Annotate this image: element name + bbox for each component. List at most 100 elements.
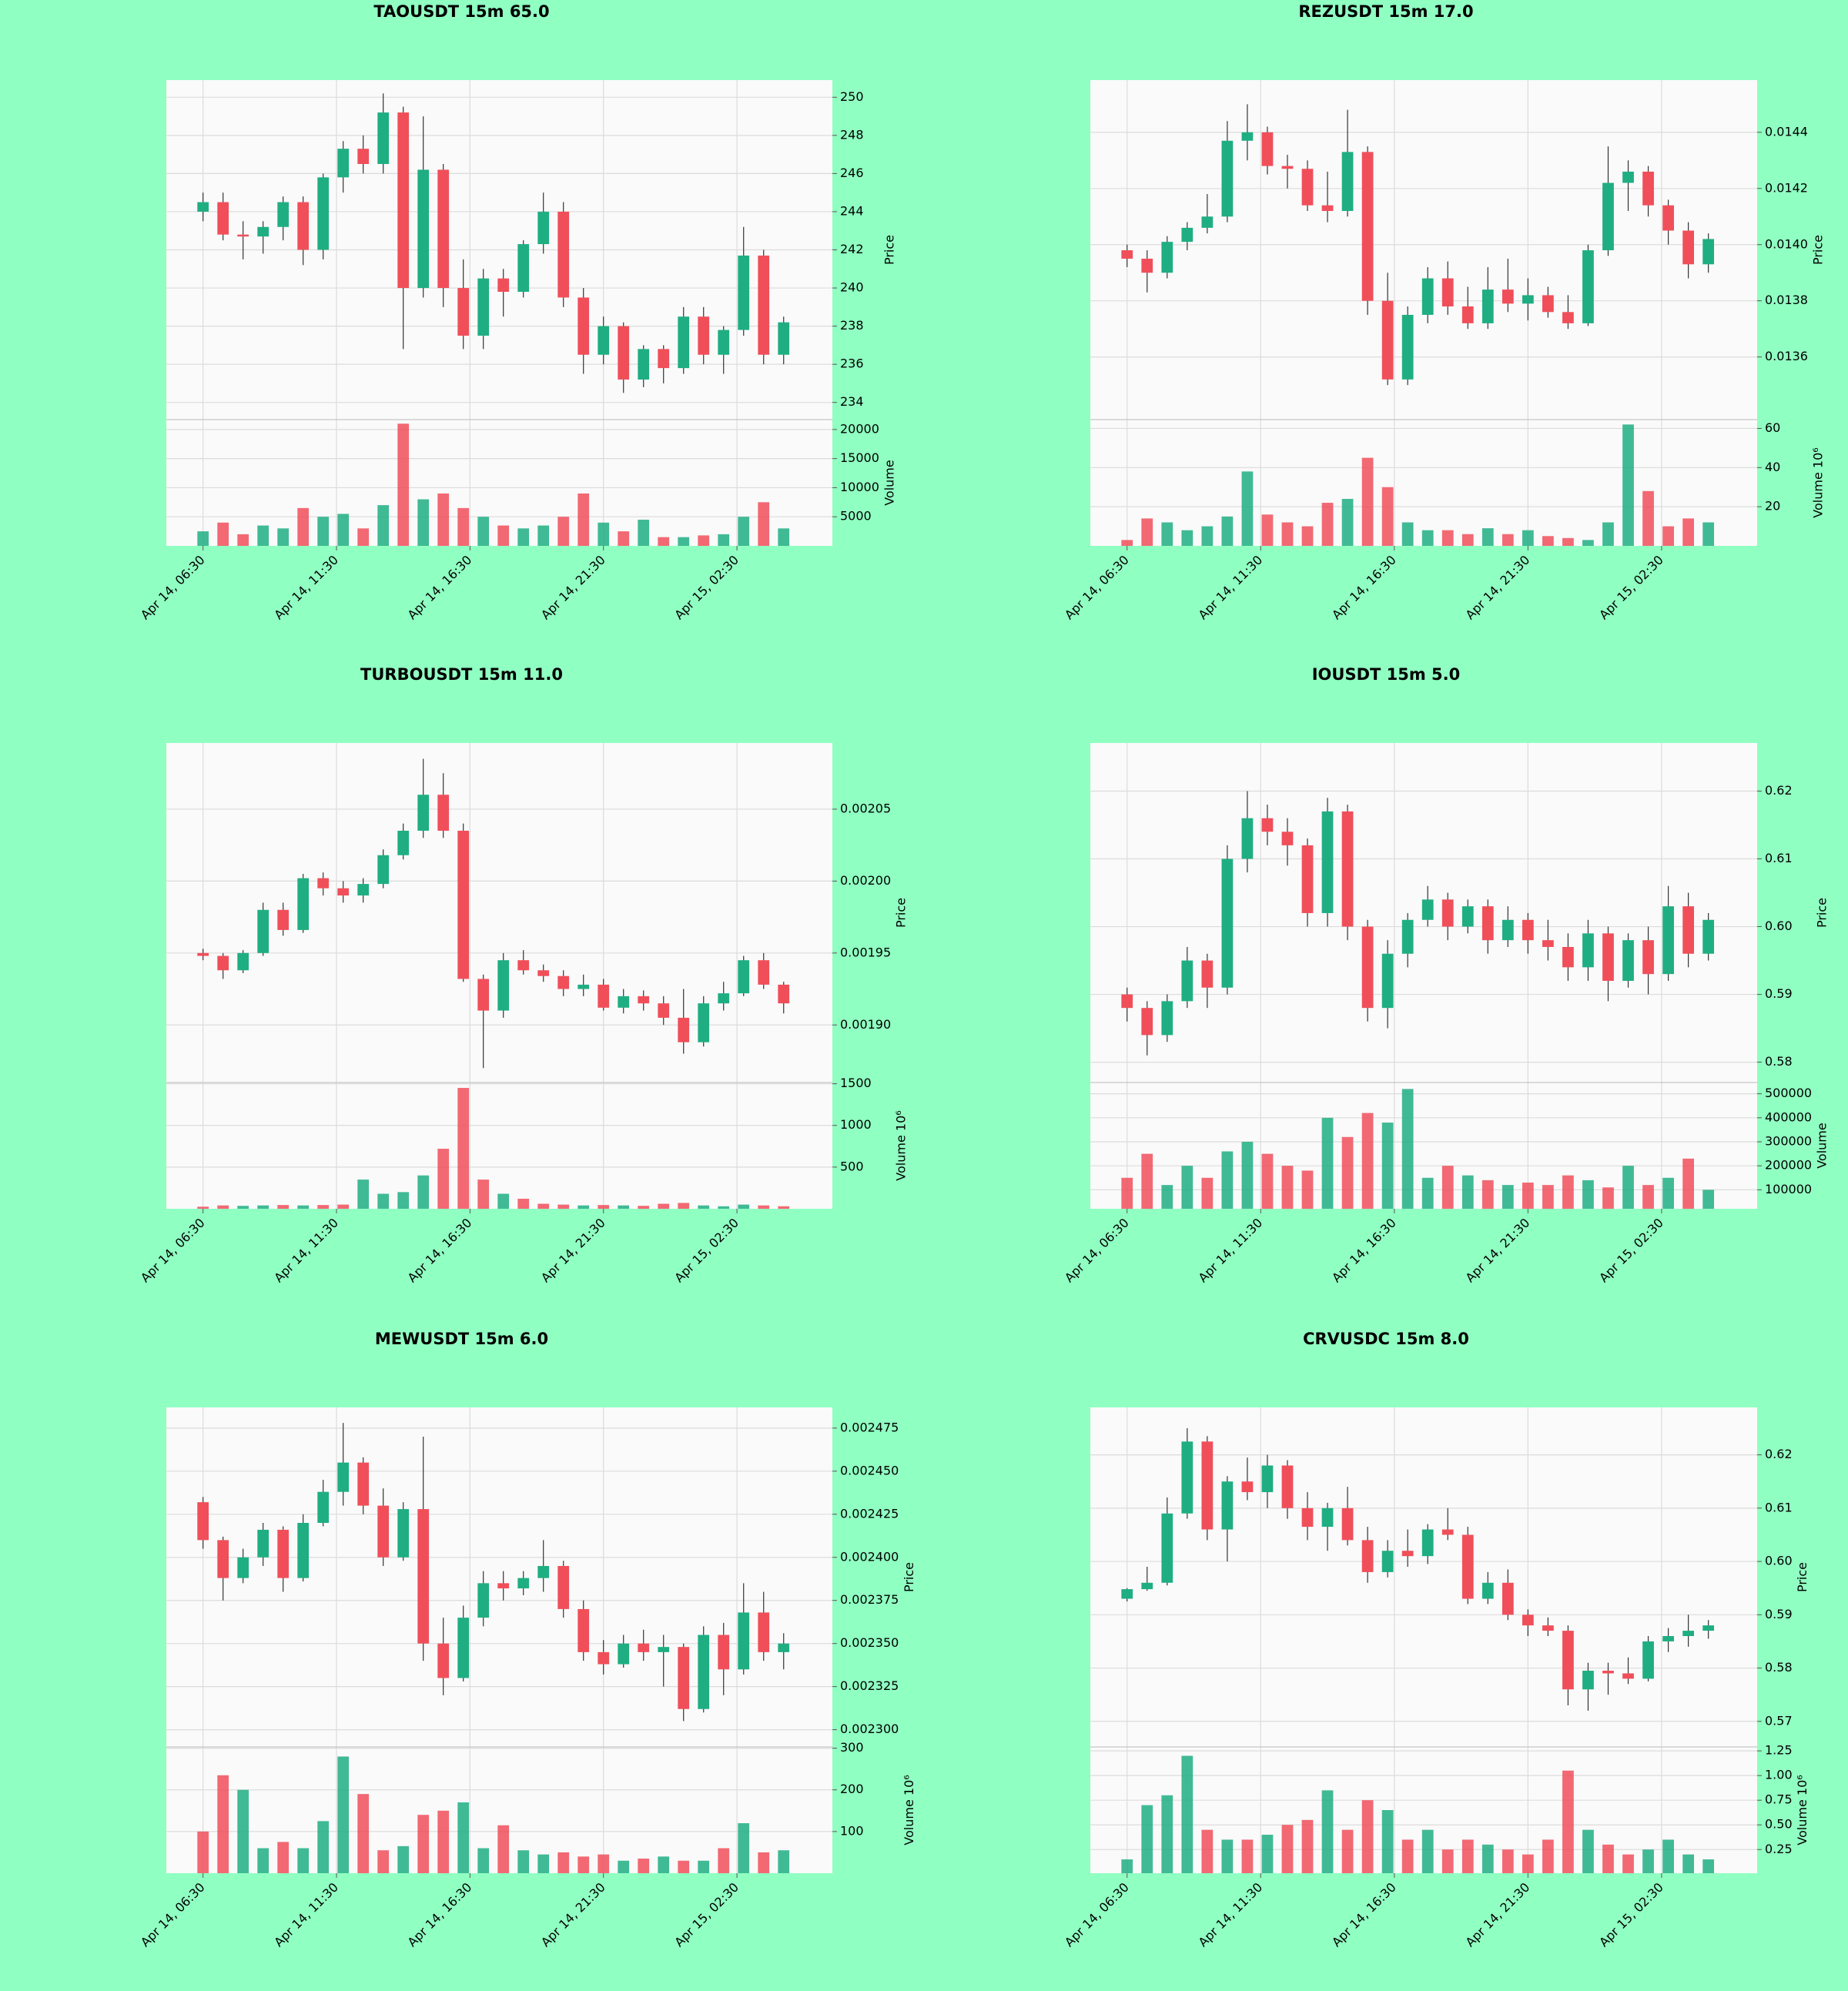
candle-body (1682, 1631, 1694, 1636)
candle-body (1461, 906, 1474, 927)
candle-body (1702, 1625, 1715, 1631)
volume-bar (357, 528, 370, 546)
candle-body (1241, 132, 1254, 141)
volume-bar (1341, 498, 1354, 546)
candle-body (1522, 919, 1534, 941)
candle-body (1502, 289, 1514, 304)
y-tick-label: 0.58 (1765, 1660, 1793, 1675)
volume-bar (638, 1206, 650, 1209)
y-tick-label: 300 (840, 1740, 864, 1755)
volume-bar (397, 1192, 410, 1209)
volume-bar (1181, 530, 1194, 546)
candle-body (598, 326, 610, 355)
volume-bar (1642, 1185, 1654, 1209)
candle-body (1301, 845, 1314, 913)
volume-axis-label: Volume (882, 460, 896, 506)
candle-body (1642, 1641, 1654, 1679)
volume-bar (598, 1854, 610, 1873)
volume-bar (698, 1860, 710, 1873)
y-tick-label: 0.60 (1765, 919, 1793, 933)
volume-bar (1141, 1805, 1153, 1873)
volume-bar (357, 1794, 370, 1873)
x-tick-label: Apr 14, 11:30 (271, 553, 341, 623)
volume-bar (698, 1205, 710, 1209)
y-tick-label: 248 (840, 127, 864, 142)
volume-bar (598, 1205, 610, 1209)
candle-body (197, 1502, 209, 1541)
candle-body (1321, 205, 1334, 211)
candle-body (477, 979, 490, 1011)
volume-bar (1582, 1829, 1594, 1873)
y-tick-label: 0.60 (1765, 1554, 1793, 1568)
volume-bar (1161, 522, 1173, 546)
candlestick-chart: MEWUSDT 15m 6.0 Apr 14, 06:30 Apr 14, 11:3… (138, 1330, 916, 1949)
candle-body (778, 1643, 790, 1652)
volume-bar (1201, 526, 1214, 546)
volume-bar (1141, 518, 1153, 546)
x-tick-label: Apr 14, 16:30 (405, 553, 475, 623)
chart-title: TAOUSDT 15m 65.0 (373, 2, 549, 21)
volume-bar (1341, 1136, 1354, 1209)
y-tick-label: 0.0140 (1765, 236, 1808, 251)
volume-bar (578, 1205, 590, 1209)
candle-body (417, 795, 430, 831)
volume-bar (1682, 518, 1694, 546)
volume-bar (1161, 1795, 1173, 1873)
volume-panel (166, 420, 832, 546)
candle-body (578, 1608, 590, 1652)
candle-body (1421, 278, 1434, 315)
chart-title: MEWUSDT 15m 6.0 (375, 1330, 548, 1348)
candle-body (397, 1509, 410, 1558)
volume-bar (1381, 1810, 1394, 1873)
volume-bar (217, 522, 229, 546)
candle-body (618, 326, 630, 380)
volume-bar (1381, 487, 1394, 546)
volume-bar (1181, 1166, 1194, 1209)
volume-bar (1461, 534, 1474, 546)
x-tick-label: Apr 15, 02:30 (1596, 1216, 1666, 1286)
volume-bar (1321, 1117, 1334, 1209)
y-tick-label: 0.58 (1765, 1054, 1793, 1069)
volume-bar (297, 507, 310, 546)
candle-body (1341, 811, 1354, 927)
candle-body (1221, 858, 1234, 988)
y-tick-label: 500000 (1765, 1086, 1812, 1100)
volume-bar (1582, 540, 1594, 546)
y-tick-label: 0.61 (1765, 851, 1793, 865)
x-tick-label: Apr 15, 02:30 (1596, 553, 1666, 623)
candlestick-chart: CRVUSDC 15m 8.0 Apr 14, 06:30 Apr 14, 11:3… (1062, 1330, 1810, 1949)
candle-body (257, 909, 270, 953)
volume-bar (1301, 1170, 1314, 1209)
candle-body (738, 255, 750, 330)
y-tick-label: 500 (840, 1159, 864, 1173)
volume-bar (1321, 1790, 1334, 1873)
y-tick-label: 1500 (840, 1076, 872, 1090)
candlestick-chart: IOUSDT 15m 5.0 Apr 14, 06:30 Apr 14, 11:30… (1062, 665, 1830, 1285)
candle-body (1181, 1441, 1194, 1514)
volume-bar (1702, 1859, 1715, 1873)
y-axis-label: Price (1810, 235, 1825, 265)
candle-body (237, 952, 249, 971)
candle-body (1281, 832, 1294, 845)
candle-body (1602, 182, 1614, 251)
volume-bar (638, 519, 650, 546)
chart-title: TURBOUSDT 15m 11.0 (360, 665, 563, 684)
volume-bar (1662, 526, 1674, 546)
candle-body (537, 970, 550, 976)
volume-bar (437, 1810, 450, 1873)
candlestick-chart: REZUSDT 15m 17.0 Apr 14, 06:30 Apr 14, 11:… (1062, 2, 1826, 622)
candle-body (1522, 1615, 1534, 1626)
volume-bar (217, 1775, 229, 1873)
volume-bar (1241, 1142, 1254, 1209)
candle-body (1281, 166, 1294, 169)
volume-bar (457, 1088, 470, 1209)
candle-body (1542, 1625, 1554, 1631)
candle-body (537, 1565, 550, 1578)
candle-body (758, 960, 770, 985)
y-tick-label: 400000 (1765, 1109, 1812, 1124)
candle-body (217, 202, 229, 235)
candle-body (1301, 169, 1314, 206)
candle-body (1441, 899, 1454, 927)
candle-body (1502, 919, 1514, 941)
candle-body (718, 1635, 730, 1670)
